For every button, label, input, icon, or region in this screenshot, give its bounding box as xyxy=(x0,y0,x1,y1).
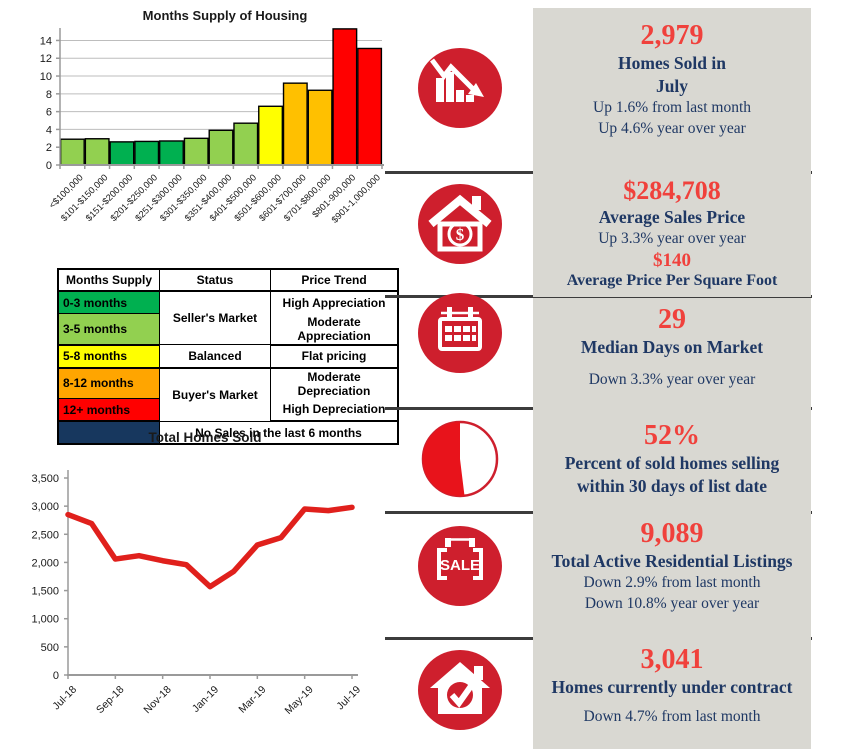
stat-title-line: Homes Sold in xyxy=(618,53,726,74)
stat-value: 9,089 xyxy=(640,518,704,549)
stat-subtext: Up 1.6% from last month xyxy=(593,98,751,116)
header-months-supply: Months Supply xyxy=(57,268,160,292)
table-row: 5-8 months Balanced Flat pricing xyxy=(57,344,399,369)
svg-text:12: 12 xyxy=(40,53,52,65)
stat-title-line: Total Active Residential Listings xyxy=(551,551,793,572)
supply-cell-12plus: 12+ months xyxy=(57,398,160,422)
stat-subtext: Up 4.6% year over year xyxy=(598,119,746,137)
svg-text:Jul-19: Jul-19 xyxy=(334,684,363,713)
svg-text:0: 0 xyxy=(46,160,52,172)
table-row: 3-5 months Moderate Appreciation xyxy=(57,313,399,346)
svg-text:1,500: 1,500 xyxy=(31,586,59,598)
calendar-icon xyxy=(418,293,502,373)
stat-title-line: within 30 days of list date xyxy=(576,475,768,496)
pie-52-percent-icon xyxy=(418,419,502,499)
supply-cell-no-sales xyxy=(57,420,160,445)
stat-value: $284,708 xyxy=(623,176,721,205)
svg-text:May-19: May-19 xyxy=(283,684,316,717)
svg-text:8: 8 xyxy=(46,89,52,101)
table-row: 0-3 months Seller's Market High Apprecia… xyxy=(57,290,399,345)
svg-text:6: 6 xyxy=(46,107,52,119)
svg-text:Sep-18: Sep-18 xyxy=(94,684,127,717)
svg-text:2: 2 xyxy=(46,142,52,154)
svg-text:500: 500 xyxy=(41,642,59,654)
status-sellers-market: Seller's Market xyxy=(159,290,271,345)
stat-value: 29 xyxy=(658,304,686,335)
table-row: 8-12 months Buyer's Market Moderate Depr… xyxy=(57,367,399,422)
stat-title-line: Homes currently under contract xyxy=(551,677,793,698)
svg-text:Nov-18: Nov-18 xyxy=(141,684,174,717)
trend-moderate-depreciation: Moderate Depreciation xyxy=(270,367,399,399)
stat-subtext: Up 3.3% year over year xyxy=(598,229,746,247)
stat-panel-active-listings: 9,089 Total Active Residential Listings … xyxy=(533,514,811,641)
trend-high-appreciation: High Appreciation xyxy=(270,290,399,314)
line-chart-title: Total Homes Sold xyxy=(148,430,262,445)
svg-text:2,000: 2,000 xyxy=(31,557,59,569)
svg-text:4: 4 xyxy=(46,124,52,136)
supply-cell-5-8: 5-8 months xyxy=(57,344,160,369)
table-row: 12+ months High Depreciation xyxy=(57,398,399,422)
months-supply-table: Months Supply Status Price Trend 0-3 mon… xyxy=(57,268,399,445)
svg-text:Jul-18: Jul-18 xyxy=(50,684,79,713)
stat-value: 2,979 xyxy=(640,20,704,51)
svg-text:Mar-19: Mar-19 xyxy=(236,684,268,716)
stat-subtext: Down 4.7% from last month xyxy=(583,707,761,725)
svg-text:$: $ xyxy=(456,225,465,244)
total-homes-sold-line-chart: 0 500 1,000 1,500 2,000 2,500 3,000 3,500 Jul-18… xyxy=(31,470,363,717)
stat-panel-average-sales-price: $284,708 Average Sales Price Up 3.3% yea… xyxy=(533,174,811,297)
svg-text:1,000: 1,000 xyxy=(31,614,59,626)
svg-text:2,500: 2,500 xyxy=(31,529,59,541)
table-row: No Sales in the last 6 months xyxy=(57,420,399,445)
stat-secondary-title: Average Price Per Square Foot xyxy=(566,272,778,290)
status-buyers-market: Buyer's Market xyxy=(159,367,271,422)
stat-panel-median-days: 29 Median Days on Market Down 3.3% year … xyxy=(533,298,811,413)
svg-text:3,500: 3,500 xyxy=(31,473,59,485)
header-status: Status xyxy=(159,268,271,292)
trend-moderate-appreciation: Moderate Appreciation xyxy=(270,313,399,346)
status-balanced: Balanced xyxy=(159,344,271,369)
svg-text:SALE: SALE xyxy=(440,557,480,574)
stat-title-line: Median Days on Market xyxy=(580,337,764,358)
supply-cell-0-3: 0-3 months xyxy=(57,290,160,314)
stat-panel-under-contract: 3,041 Homes currently under contract Dow… xyxy=(533,640,811,749)
table-header-row: Months Supply Status Price Trend xyxy=(57,268,399,292)
stat-title-line: Percent of sold homes selling xyxy=(564,453,780,474)
stat-panel-homes-sold: 2,979 Homes Sold in July Up 1.6% from la… xyxy=(533,8,811,183)
header-price-trend: Price Trend xyxy=(270,268,399,292)
supply-cell-8-12: 8-12 months xyxy=(57,367,160,399)
svg-text:10: 10 xyxy=(40,71,52,83)
supply-cell-3-5: 3-5 months xyxy=(57,313,160,346)
no-sales-note: No Sales in the last 6 months xyxy=(159,420,399,445)
declining-bar-chart-icon xyxy=(418,48,502,128)
trend-high-depreciation: High Depreciation xyxy=(270,398,399,422)
stat-panel-percent-sold-30-days: 52% Percent of sold homes selling within… xyxy=(533,410,811,521)
stat-value: 3,041 xyxy=(640,644,704,675)
svg-text:3,000: 3,000 xyxy=(31,501,59,513)
svg-text:0: 0 xyxy=(53,670,59,682)
stat-subtext: Down 2.9% from last month xyxy=(583,573,761,591)
house-dollar-icon: $ xyxy=(418,184,502,264)
svg-text:Jan-19: Jan-19 xyxy=(190,684,221,715)
stat-value: 52% xyxy=(644,420,700,451)
sale-sign-icon: SALE xyxy=(418,526,502,606)
svg-text:14: 14 xyxy=(40,35,52,47)
stat-secondary-value: $140 xyxy=(653,249,691,271)
stat-subtext: Down 10.8% year over year xyxy=(584,594,760,612)
house-check-icon xyxy=(418,650,502,730)
stat-subtext: Down 3.3% year over year xyxy=(588,370,756,388)
stat-title-line: Average Sales Price xyxy=(598,206,746,227)
trend-flat-pricing: Flat pricing xyxy=(270,344,399,369)
stat-title-line: July xyxy=(655,75,689,96)
bar-chart-title: Months Supply of Housing xyxy=(142,8,308,23)
months-supply-bar-chart: 02468101214<$100,000$101-$150,000$151-$2… xyxy=(40,28,384,225)
